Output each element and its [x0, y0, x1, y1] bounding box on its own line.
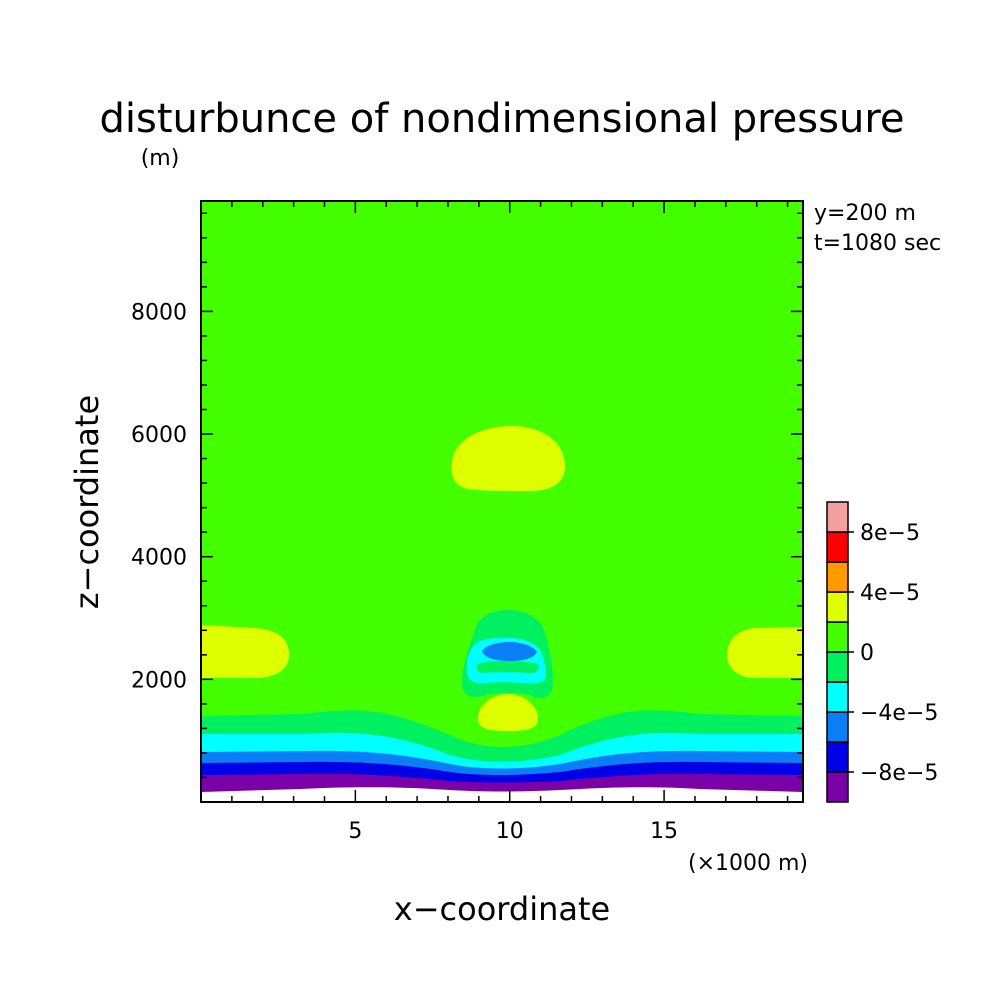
center-minimum [482, 642, 537, 661]
lobe-left [201, 625, 289, 678]
y-axis-title: z−coordinate [68, 395, 106, 609]
colorbar-swatch [826, 591, 849, 623]
colorbar [826, 501, 849, 803]
colorbar-swatch [826, 531, 849, 563]
x-axis-title: x−coordinate [394, 890, 610, 928]
plot-frame [200, 200, 804, 803]
x-tick-labels: 5 10 15 [348, 819, 678, 844]
x-unit-label: (×1000 m) [688, 851, 808, 876]
x-tick-label: 15 [650, 819, 678, 844]
colorbar-swatch [826, 621, 849, 653]
lobe-upper-center [451, 426, 566, 491]
colorbar-labels: 8e−5 4e−5 0 −4e−5 −8e−5 [848, 521, 938, 786]
y-tick-label: 2000 [131, 668, 187, 693]
y-tick-labels: 2000 4000 6000 8000 [131, 300, 187, 693]
y-tick-label: 4000 [131, 546, 187, 571]
center-negative-inner-band [476, 661, 539, 673]
colorbar-tick-label: −4e−5 [860, 701, 938, 726]
colorbar-swatch [826, 771, 849, 803]
undefined-bottom [201, 787, 803, 802]
axis-ticks [201, 201, 803, 802]
chart-title: disturbunce of nondimensional pressure [100, 96, 905, 142]
colorbar-swatch [826, 651, 849, 683]
colorbar-swatch [826, 741, 849, 773]
y-tick-label: 6000 [131, 423, 187, 448]
annotation-t: t=1080 sec [814, 231, 941, 256]
colorbar-tick-label: 4e−5 [860, 581, 920, 606]
lobe-right [727, 627, 803, 678]
contour-fields [201, 201, 803, 802]
y-unit-label: (m) [141, 146, 180, 171]
colorbar-tick-label: 0 [860, 641, 874, 666]
colorbar-swatch [826, 501, 849, 533]
y-tick-label: 8000 [131, 300, 187, 325]
annotation-y: y=200 m [814, 201, 916, 226]
x-tick-label: 5 [348, 819, 362, 844]
colorbar-swatch [826, 561, 849, 593]
colorbar-tick-label: −8e−5 [860, 761, 938, 786]
colorbar-swatch [826, 681, 849, 713]
lobe-lower-center [478, 694, 538, 731]
x-tick-label: 10 [496, 819, 524, 844]
colorbar-swatch [826, 711, 849, 743]
colorbar-tick-label: 8e−5 [860, 521, 920, 546]
